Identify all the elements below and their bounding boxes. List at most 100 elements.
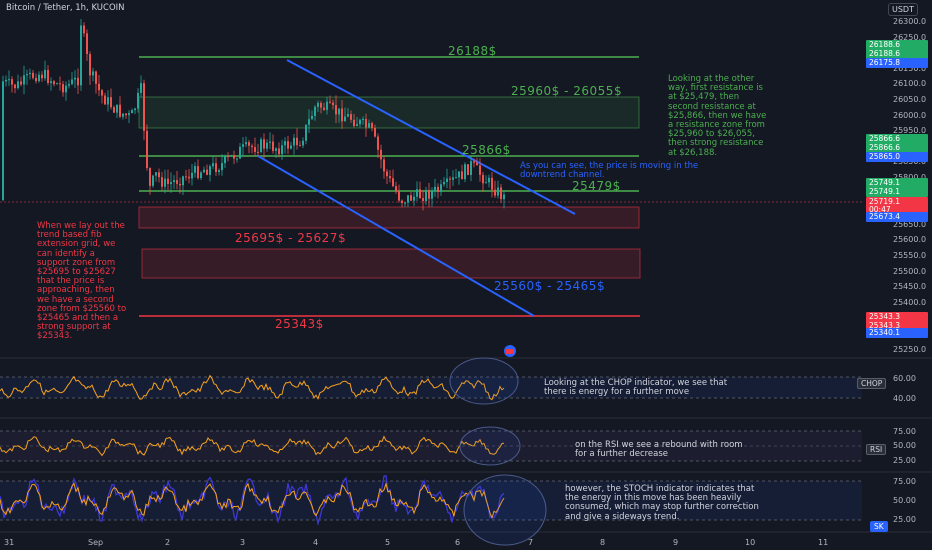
candle-body [314,106,316,116]
candle-body [425,189,427,202]
candle-body [122,113,124,117]
candle-body [2,81,4,200]
candle-body [98,83,100,91]
candle-body [443,182,445,185]
candle-body [395,186,397,192]
candle-body [140,83,142,93]
candle-body [11,79,13,85]
time-tick: 2 [165,538,171,547]
candle-body [308,119,310,125]
time-tick: 5 [385,538,391,547]
candle-body [461,171,463,180]
stoch-highlight-circle[interactable] [463,474,547,546]
price-tag: 25719.1 [866,197,928,207]
label-support-zone-2: 25560$ - 25465$ [494,279,606,293]
candle-body [305,124,307,141]
candle-body [263,139,265,149]
price-tick: 25550.0 [893,251,927,260]
stoch-label[interactable]: SK [870,521,888,532]
candle-body [356,124,358,127]
channel-upper-line[interactable] [286,59,576,215]
candle-body [287,141,289,149]
candle-body [347,114,349,117]
candle-body [77,77,79,86]
rsi-highlight-circle[interactable] [459,426,521,466]
candle-body [245,142,247,145]
candle-body [164,178,166,187]
candle-body [80,25,82,86]
candle-body [377,136,379,150]
candle-body [353,119,355,127]
time-tick: 6 [455,538,461,547]
candle-body [416,189,418,197]
candle-body [26,74,28,76]
candle-body [83,25,85,34]
candle-body [266,142,268,149]
label-25866: 25866$ [462,143,511,157]
candle-body [212,163,214,167]
stoch-tick: 25.00 [893,515,916,524]
rsi-tick: 25.00 [893,456,916,465]
candle-body [488,177,490,183]
price-tick: 26100.0 [893,79,927,89]
candle-body [32,72,34,78]
candle-body [269,141,271,143]
chop-band [0,377,862,398]
candle-body [5,79,7,82]
note-support: When we lay out the trend based fib exte… [37,221,127,342]
candle-body [317,102,319,107]
candle-body [389,176,391,179]
note-channel: As you can see, the price is moving in t… [520,161,699,181]
candle-body [335,105,337,115]
symbol-title[interactable]: Bitcoin / Tether, 1h, KUCOIN [6,3,125,13]
candle-body [257,151,259,153]
rsi-band [0,431,862,461]
rsi-label[interactable]: RSI [866,444,887,455]
candle-body [248,142,250,146]
candle-body [233,155,235,159]
candle-body [386,171,388,177]
candle-body [65,85,67,93]
candle-body [41,74,43,79]
note-resistance: Looking at the other way, first resistan… [668,74,767,158]
candle-body [20,81,22,85]
price-tag: 25673.4 [866,212,928,222]
candle-body [458,171,460,178]
currency-badge[interactable]: USDT [888,3,918,16]
candle-body [332,102,334,106]
candle-body [170,182,172,185]
support-zone-1 [138,206,640,229]
candle-body [50,81,52,83]
candle-body [236,158,238,160]
label-25343: 25343$ [275,317,324,331]
chop-highlight-circle[interactable] [449,357,519,405]
candle-body [392,178,394,187]
candle-body [35,77,37,82]
candle-body [218,170,220,172]
channel-lower-line[interactable] [257,155,535,317]
chop-label[interactable]: CHOP [857,378,887,389]
candle-body [446,178,448,183]
candle-body [131,110,133,114]
price-tag: 26175.8 [866,58,928,68]
price-tick: 25650.0 [893,219,927,229]
candle-body [206,169,208,175]
candle-body [467,164,469,175]
price-tag: 25343.3 [866,321,928,331]
label-26188: 26188$ [448,44,497,58]
candle-body [338,108,340,115]
chop-tick: 40.00 [893,394,916,403]
candle-body [422,198,424,202]
candle-body [128,113,130,116]
candle-body [344,116,346,122]
candle-body [95,71,97,84]
candle-body [152,175,154,186]
candle-body [137,92,139,109]
label-support-zone-1: 25695$ - 25627$ [235,231,347,245]
candle-body [119,104,121,117]
price-tag: 25865.0 [866,152,928,162]
candle-body [323,107,325,110]
price-tag: 25866.6 [866,143,928,153]
